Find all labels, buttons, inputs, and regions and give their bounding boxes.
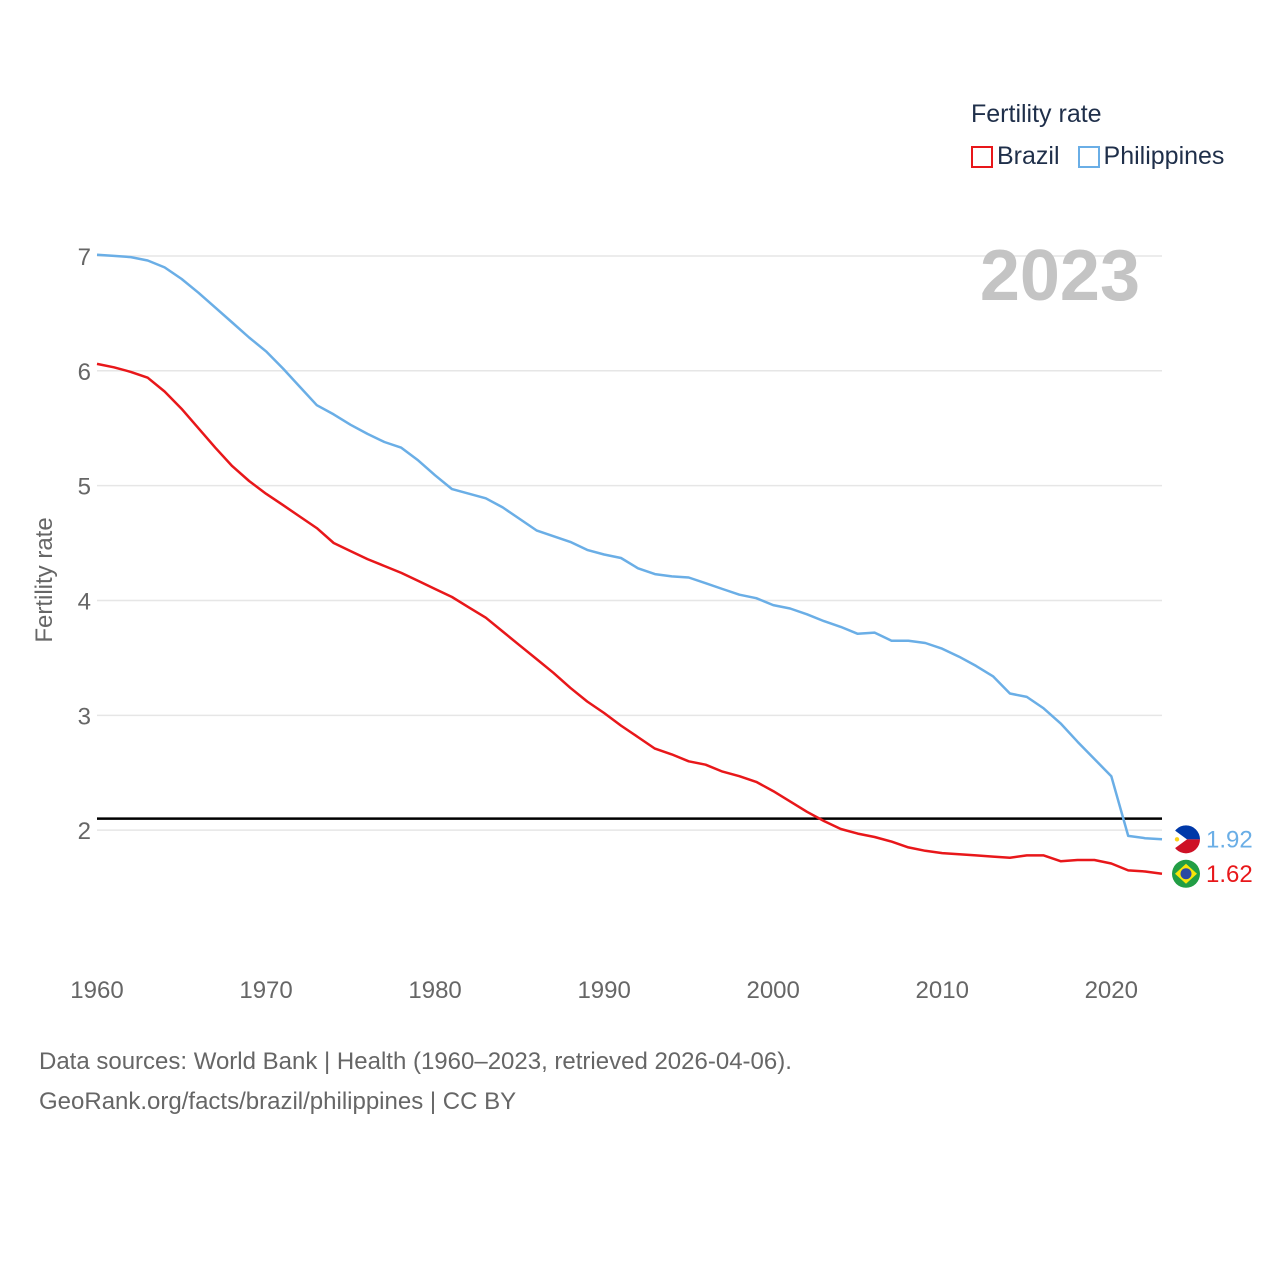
series-line-philippines: [96, 253, 1163, 841]
x-tick-label: 1980: [408, 977, 461, 1004]
y-tick-label: 7: [78, 244, 91, 271]
x-tick-label: 2010: [916, 977, 969, 1004]
legend-item-brazil[interactable]: Brazil: [971, 142, 1060, 171]
legend-swatch-philippines: [1077, 145, 1100, 168]
y-tick-label: 2: [78, 818, 91, 845]
x-tick-label: 1960: [70, 977, 123, 1004]
series-lines: [96, 253, 1163, 876]
legend-title: Fertility rate: [971, 100, 1102, 128]
year-label: 2023: [980, 236, 1140, 316]
x-tick-label: 2000: [746, 977, 799, 1004]
series-line-brazil: [96, 362, 1163, 876]
grid-lines: [97, 255, 1162, 831]
y-tick-label: 4: [78, 588, 91, 615]
y-tick-label: 5: [78, 474, 91, 501]
legend: Brazil Philippines: [971, 142, 1242, 171]
source-line-2: GeoRank.org/facts/brazil/philippines | C…: [39, 1088, 517, 1115]
legend-item-philippines[interactable]: Philippines: [1077, 142, 1225, 171]
x-tick-label: 2020: [1085, 977, 1138, 1004]
y-axis-ticks: 2 3 4 5 6 7: [78, 244, 91, 845]
end-value-label-brazil: 1.62: [1206, 861, 1253, 888]
legend-label-philippines: Philippines: [1103, 142, 1225, 170]
x-axis-ticks: 1960 1970 1980 1990 2000 2010 2020: [70, 977, 1138, 1004]
source-line-1: Data sources: World Bank | Health (1960–…: [39, 1048, 792, 1075]
source-note: Data sources: World Bank | Health (1960–…: [39, 1042, 792, 1122]
x-tick-label: 1990: [577, 977, 630, 1004]
brazil-flag-icon: [1172, 859, 1200, 888]
end-value-label-philippines: 1.92: [1206, 826, 1253, 853]
philippines-flag-icon: [1172, 825, 1200, 854]
legend-label-brazil: Brazil: [997, 142, 1060, 170]
series-end-markers: 1.62 1.92: [1172, 825, 1253, 888]
x-tick-label: 1970: [239, 977, 292, 1004]
y-tick-label: 3: [78, 703, 91, 730]
y-tick-label: 6: [78, 359, 91, 386]
y-axis-label: Fertility rate: [31, 517, 58, 642]
legend-swatch-brazil: [971, 145, 993, 168]
